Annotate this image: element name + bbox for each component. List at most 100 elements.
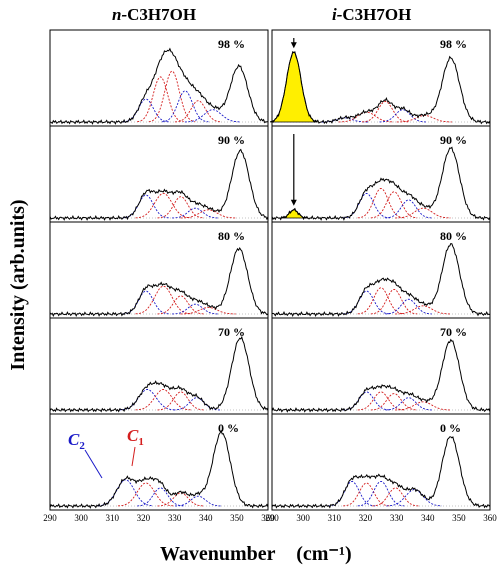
- title-prefix-i: i-: [332, 5, 343, 24]
- panel-1-1-fit-0: [343, 192, 390, 219]
- c2-annotation: C2: [68, 430, 85, 452]
- panel-0-0-fit-4: [174, 100, 222, 123]
- panel-0-1-spectrum: [49, 148, 269, 221]
- panel-1-3-fit-0: [343, 391, 390, 411]
- panel-1-2-fit-1: [357, 287, 405, 315]
- panel-1-0-fit-2: [362, 101, 409, 123]
- x-tick-1-3: 320: [359, 513, 373, 523]
- panel-0-2-fit-1: [135, 285, 191, 315]
- panel-1-2-spectrum: [271, 243, 491, 318]
- panel-0-4-frame: [49, 413, 269, 511]
- panel-1-4-fit-4: [386, 489, 442, 507]
- x-axis-title: Wavenumber (cm⁻¹): [160, 543, 352, 565]
- panel-1-2-fit-4: [395, 305, 451, 315]
- x-tick-1-5: 340: [421, 513, 435, 523]
- title-formula-i: C3H7OH: [342, 5, 411, 24]
- panel-0-0-fit-1: [137, 76, 184, 123]
- panel-0-4-label: 0 %: [218, 421, 239, 435]
- panel-1-0-label: 98 %: [440, 37, 467, 51]
- panel-0-0-label: 98 %: [218, 37, 245, 51]
- panel-0-3-spectrum: [49, 335, 269, 413]
- panel-1-2-label: 80 %: [440, 229, 467, 243]
- x-tick-0-3: 320: [137, 513, 151, 523]
- x-axis-label: Wavenumber: [160, 543, 276, 565]
- panel-0-2-fit-3: [172, 303, 219, 315]
- x-tick-1-1: 300: [296, 513, 310, 523]
- x-tick-0-1: 300: [74, 513, 88, 523]
- x-axis-unit: (cm⁻¹): [296, 543, 351, 565]
- panel-1-4-fit-1: [343, 482, 390, 507]
- panel-0-3-label: 70 %: [218, 325, 245, 339]
- panel-1-0-spectrum: [271, 50, 491, 125]
- panel-1-1-fit-3: [385, 199, 432, 219]
- panel-1-1-fit-4: [395, 207, 451, 219]
- panel-1-1-fit-1: [357, 188, 405, 219]
- panel-0-0-fit-5: [184, 109, 241, 123]
- x-tick-0-0: 290: [43, 513, 57, 523]
- panel-0-1-fit-1: [135, 192, 191, 219]
- x-tick-0-2: 310: [106, 513, 120, 523]
- panel-1-3-label: 70 %: [440, 325, 467, 339]
- x-tick-1-0: 290: [265, 513, 279, 523]
- panel-0-4-fit-2: [137, 487, 184, 507]
- panel-0-1-fit-2: [157, 196, 205, 219]
- column-title-i: i-C3H7OH: [332, 5, 411, 24]
- panel-0-4-fit-0: [97, 479, 153, 507]
- panel-0-4-fit-1: [117, 482, 174, 507]
- panel-0-2-fit-4: [180, 306, 236, 315]
- panel-1-0-fit-0: [321, 117, 368, 123]
- x-tick-0-6: 350: [230, 513, 244, 523]
- panel-1-4-fit-0: [328, 480, 376, 507]
- panel-0-0-spectrum: [49, 47, 269, 125]
- y-axis-title: Intensity (arb.units): [7, 199, 29, 370]
- panel-1-4-fit-3: [372, 487, 419, 507]
- x-tick-0-5: 340: [199, 513, 213, 523]
- panel-1-4-label: 0 %: [440, 421, 461, 435]
- panel-1-3-fit-4: [395, 401, 451, 411]
- panel-0-1-fit-4: [180, 209, 236, 219]
- panel-1-3-fit-1: [357, 391, 405, 411]
- panel-0-2-fit-2: [157, 295, 205, 315]
- panel-1-3-fit-3: [385, 397, 432, 411]
- c1-annotation: C1: [127, 426, 144, 448]
- panel-1-1-label: 90 %: [440, 133, 467, 147]
- x-tick-0-7: 360: [261, 513, 275, 523]
- x-tick-0-4: 330: [168, 513, 182, 523]
- x-tick-1-2: 310: [328, 513, 342, 523]
- panel-1-4-fit-2: [357, 480, 405, 507]
- panel-0-0-fit-3: [161, 90, 209, 123]
- panel-1-4-frame: [271, 413, 491, 511]
- x-tick-1-6: 350: [452, 513, 466, 523]
- panel-0-0-fit-2: [148, 70, 196, 123]
- panel-0-4-spectrum: [49, 429, 269, 509]
- c1-pointer: [131, 446, 136, 467]
- x-tick-1-4: 330: [390, 513, 404, 523]
- panel-1-0-fit-4: [396, 114, 452, 123]
- panel-1-0-filled-peak: [270, 51, 318, 123]
- panel-1-2-fit-3: [385, 298, 432, 315]
- panel-0-2-spectrum: [49, 246, 269, 317]
- panel-1-1-spectrum: [271, 146, 491, 221]
- panel-1-3-spectrum: [271, 338, 491, 413]
- panel-0-1-label: 90 %: [218, 133, 245, 147]
- panel-1-0-arrow-head: [290, 42, 297, 49]
- title-prefix-n: n-: [112, 5, 127, 24]
- title-formula-n: C3H7OH: [127, 5, 196, 24]
- panel-1-4-spectrum: [271, 436, 491, 509]
- panel-0-3-fit-2: [157, 391, 205, 411]
- panel-0-3-fit-0: [119, 389, 175, 411]
- column-title-n: n-C3H7OH: [112, 5, 196, 24]
- panel-0-4-fit-4: [175, 495, 222, 507]
- panel-0-4-fit-3: [157, 492, 205, 507]
- x-tick-1-7: 360: [483, 513, 497, 523]
- panel-1-0-fit-3: [379, 109, 427, 123]
- panel-1-1-fit-2: [370, 191, 418, 219]
- panel-1-3-fit-2: [370, 393, 418, 411]
- panel-0-1-fit-3: [172, 207, 219, 219]
- panel-1-1-arrow-head: [290, 199, 297, 206]
- panel-1-2-fit-0: [343, 290, 390, 315]
- panel-grid: 98 % 90 % 80 % 70 % 0 % 290 300 310 320 330 340 350…: [43, 29, 497, 523]
- panel-0-3-fit-1: [135, 389, 191, 411]
- c2-pointer: [84, 449, 103, 479]
